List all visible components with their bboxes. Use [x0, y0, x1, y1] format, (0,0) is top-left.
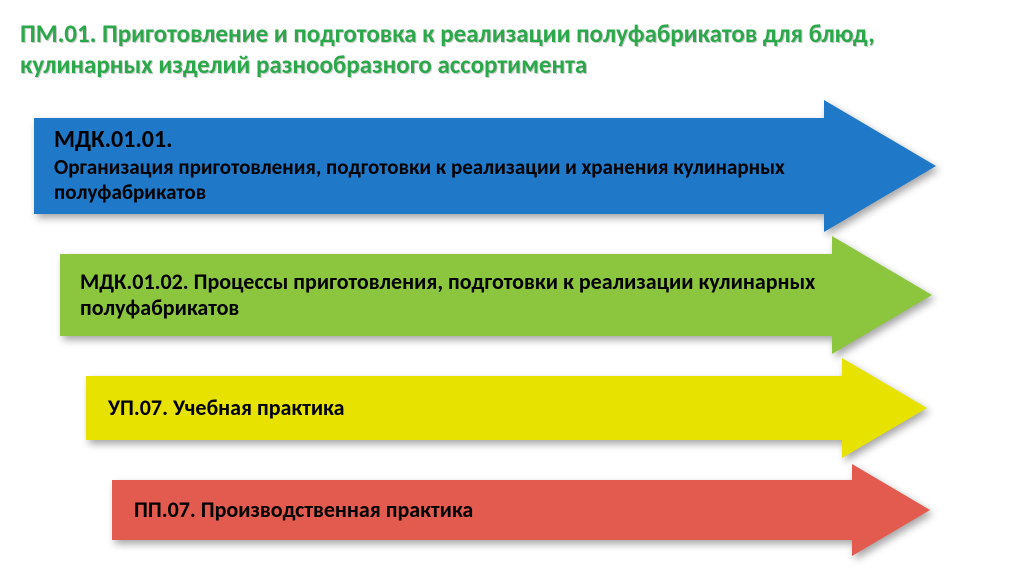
page-title: ПМ.01. Приготовление и подготовка к реал…: [20, 18, 980, 81]
arrow-text-line: МДК.01.02. Процессы приготовления, подго…: [80, 269, 820, 322]
arrow-up-07: УП.07. Учебная практика: [86, 358, 927, 458]
arrow-body: УП.07. Учебная практика: [86, 376, 842, 440]
arrow-code: ПП.07.: [134, 496, 201, 523]
arrow-text-line: УП.07. Учебная практика: [108, 395, 830, 421]
arrow-code: УП.07.: [108, 394, 173, 421]
arrow-head-icon: [842, 358, 927, 458]
arrow-pp-07: ПП.07. Производственная практика: [112, 464, 930, 556]
arrow-text: Производственная практика: [201, 496, 474, 523]
arrow-mdk-01-02: МДК.01.02. Процессы приготовления, подго…: [60, 236, 932, 354]
arrow-code: МДК.01.01.: [54, 126, 812, 155]
arrow-body: МДК.01.01. Организация приготовления, по…: [34, 118, 824, 214]
page-title-text: ПМ.01. Приготовление и подготовка к реал…: [20, 18, 875, 80]
arrow-code: МДК.01.02.: [80, 268, 194, 295]
arrow-text: Организация приготовления, подготовки к …: [54, 155, 812, 205]
arrow-text-line: ПП.07. Производственная практика: [134, 497, 840, 523]
arrow-head-icon: [832, 236, 932, 354]
arrow-body: МДК.01.02. Процессы приготовления, подго…: [60, 254, 832, 336]
arrow-mdk-01-01: МДК.01.01. Организация приготовления, по…: [34, 100, 936, 232]
arrow-head-icon: [852, 464, 930, 556]
arrow-text: Учебная практика: [173, 394, 345, 421]
arrow-body: ПП.07. Производственная практика: [112, 480, 852, 540]
arrow-head-icon: [824, 100, 936, 232]
